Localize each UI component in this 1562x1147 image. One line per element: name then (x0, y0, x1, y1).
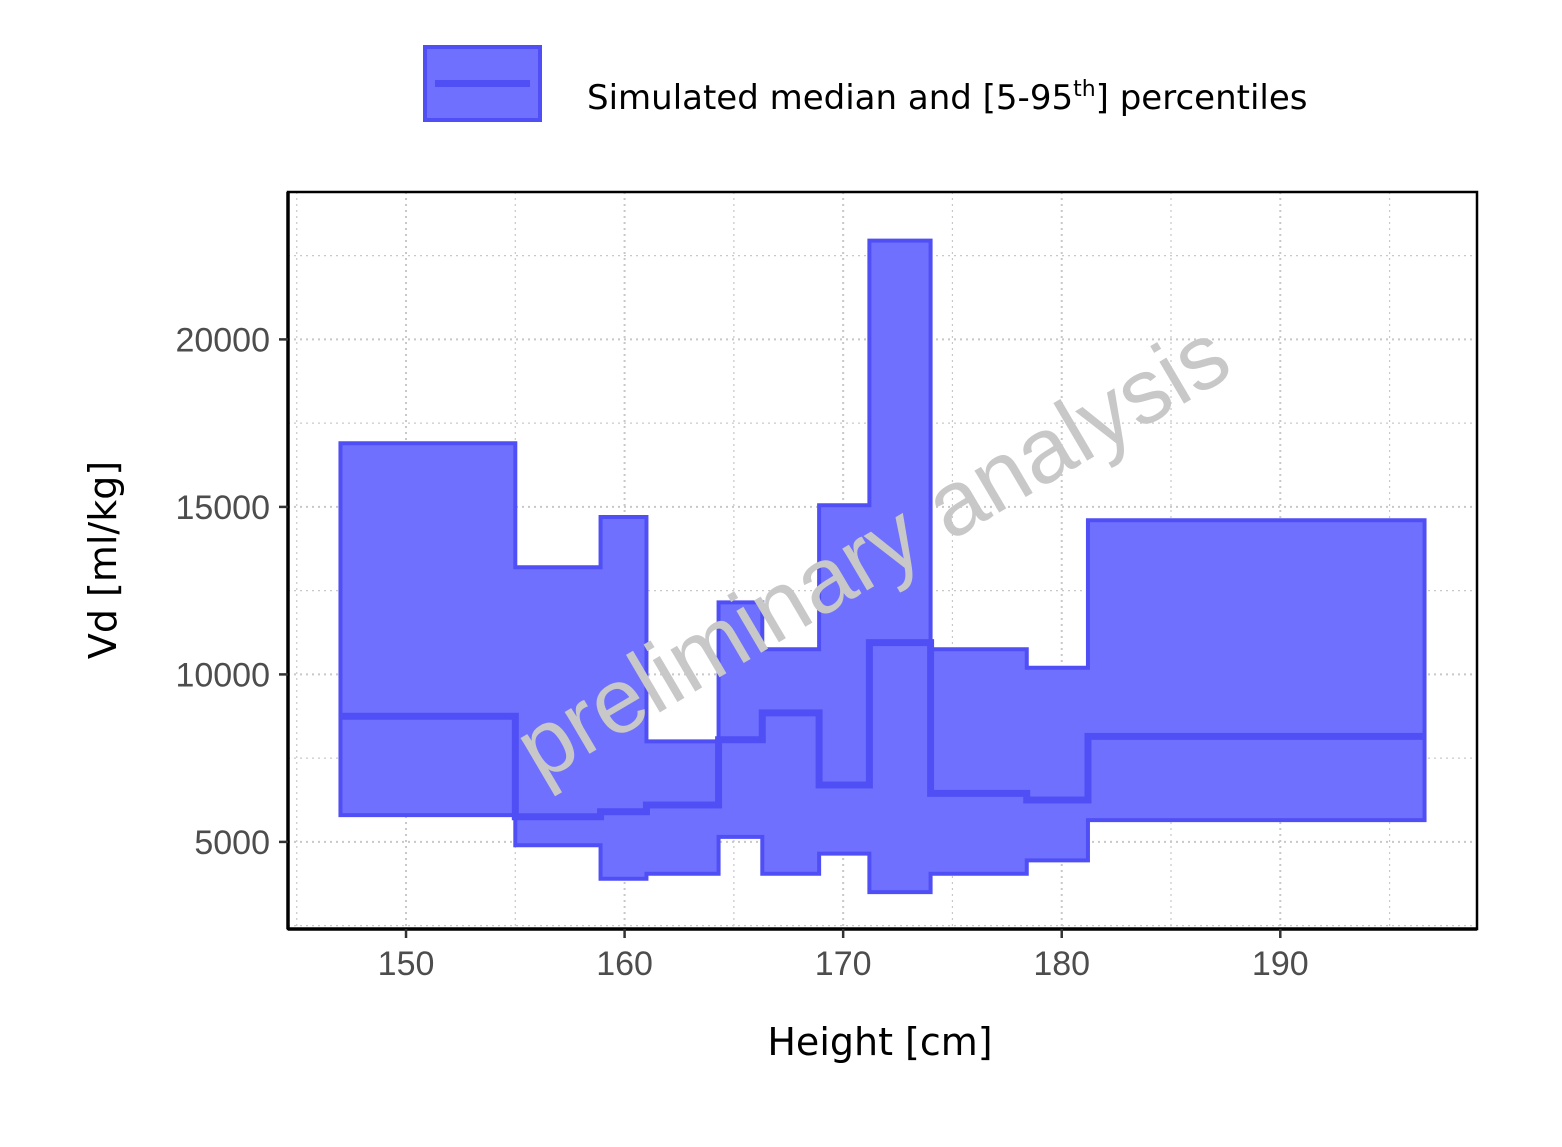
axis-ticks: 150 160 170 180 190 5000 10000 15000 20000 (175, 321, 1308, 983)
legend-label-superscript: th (1073, 77, 1096, 102)
x-tick-label: 170 (815, 945, 872, 983)
legend-label-end: ] percentiles (1096, 78, 1308, 118)
median-line (340, 639, 1425, 821)
x-tick-label: 160 (596, 945, 653, 983)
legend-label: Simulated median and [5-95th] percentile… (587, 77, 1307, 118)
x-axis-title: Height [cm] (767, 1020, 992, 1064)
percentile-band-area (338, 238, 1427, 895)
y-tick-label: 15000 (175, 489, 270, 527)
median-line-group (340, 639, 1425, 821)
x-tick-label: 190 (1252, 945, 1309, 983)
y-tick-label: 10000 (175, 656, 270, 694)
legend: Simulated median and [5-95th] percentile… (423, 45, 1307, 122)
legend-label-main: Simulated median and [5-95 (587, 78, 1073, 118)
y-tick-label: 5000 (194, 824, 270, 862)
x-tick-label: 180 (1033, 945, 1090, 983)
y-tick-label: 20000 (175, 321, 270, 359)
y-axis-title: Vd [ml/kg] (81, 461, 125, 659)
x-tick-label: 150 (378, 945, 435, 983)
percentile-band (338, 238, 1427, 895)
